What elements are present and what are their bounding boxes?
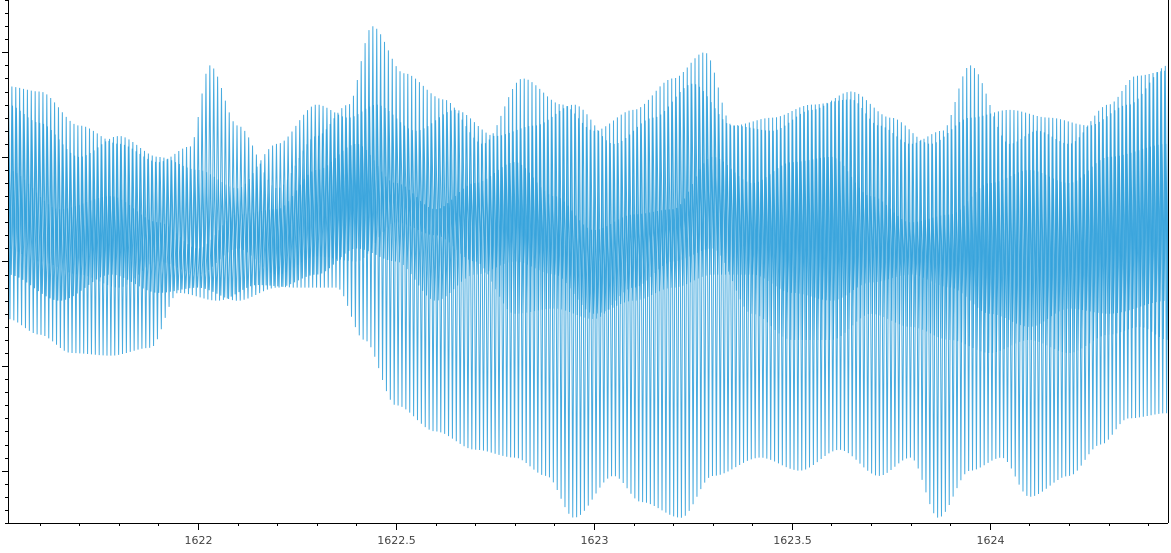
x-tick-label: 1624 [977,534,1005,547]
x-tick-label: 1622 [185,534,213,547]
x-tick-label: 1623.5 [773,534,812,547]
x-tick-label: 1622.5 [377,534,416,547]
plot-area [8,26,1168,518]
x-tick-label: 1623 [581,534,609,547]
series-line-inner-band [8,143,1168,327]
